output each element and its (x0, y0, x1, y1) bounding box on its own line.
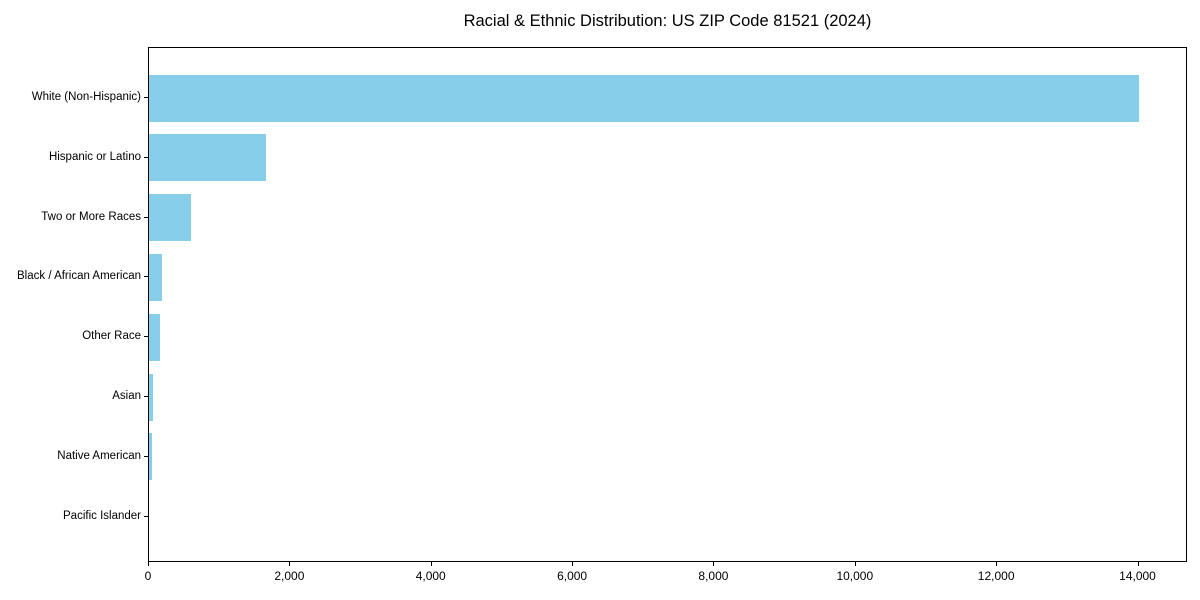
x-axis-tick-label: 14,000 (1119, 569, 1156, 583)
plot-area (148, 47, 1187, 562)
y-axis-tick (144, 455, 148, 457)
chart-title: Racial & Ethnic Distribution: US ZIP Cod… (463, 12, 872, 30)
y-axis-tick (144, 396, 148, 397)
bar-hispanic-or-latino (149, 134, 266, 182)
bar-white-non-hispanic (149, 74, 1139, 122)
y-axis-tick (144, 97, 148, 98)
x-axis-tick-label: 0 (144, 569, 152, 583)
y-axis-label-other-race: Other Race (82, 330, 141, 343)
y-axis-label-white-non-hispanic: White (Non-Hispanic) (31, 91, 141, 103)
x-axis-tick-label: 8,000 (698, 569, 729, 583)
bar-native-american (149, 433, 152, 481)
x-axis-tick-label: 12,000 (977, 569, 1015, 583)
y-axis-tick (144, 216, 148, 218)
y-axis-tick (144, 515, 148, 517)
y-axis-label-asian: Asian (112, 390, 141, 402)
x-axis-tick (1137, 562, 1139, 566)
bar-black-african-american (149, 253, 162, 301)
x-axis-tick (289, 562, 291, 566)
x-axis-tick (148, 562, 149, 566)
bar-other-race (149, 313, 160, 361)
y-axis-label-two-or-more-races: Two or More Races (41, 210, 141, 223)
x-axis-tick (572, 562, 574, 566)
x-axis-tick (430, 562, 432, 566)
x-axis-tick (713, 562, 715, 566)
bar-two-or-more-races (149, 194, 191, 242)
y-axis-label-pacific-islander: Pacific Islander (63, 509, 141, 522)
bar-asian (149, 373, 153, 421)
x-axis-tick (996, 562, 998, 566)
y-axis-label-black-african-american: Black / African American (17, 270, 141, 283)
y-axis-tick (144, 276, 148, 278)
x-axis-tick-label: 2,000 (274, 569, 305, 583)
x-axis-tick (854, 562, 856, 566)
x-axis-tick-label: 6,000 (557, 569, 588, 583)
y-axis-tick (144, 156, 148, 158)
y-axis-tick (144, 336, 148, 338)
x-axis-tick-label: 10,000 (836, 569, 874, 583)
x-axis-tick-label: 4,000 (415, 569, 446, 583)
y-axis-label-hispanic-or-latino: Hispanic or Latino (48, 150, 141, 163)
y-axis-label-native-american: Native American (57, 449, 141, 462)
